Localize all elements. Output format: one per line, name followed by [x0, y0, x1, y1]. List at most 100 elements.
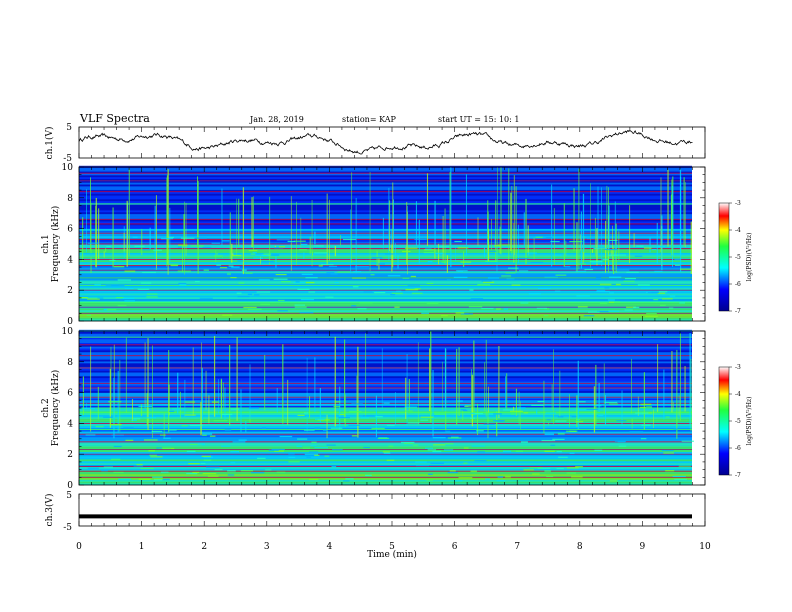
x-tick-label: 10 — [699, 542, 711, 552]
spectral-band — [79, 226, 692, 229]
speckle — [449, 470, 456, 472]
speckle — [370, 274, 375, 276]
spectral-band — [79, 175, 692, 178]
speckle — [247, 308, 262, 310]
speckle — [566, 472, 577, 474]
speckle — [375, 416, 383, 418]
spectral-band — [79, 180, 692, 183]
speckle — [325, 296, 334, 298]
speckle — [463, 462, 468, 464]
speckle — [201, 434, 207, 436]
speckle — [305, 277, 318, 279]
spectral-band — [79, 206, 692, 209]
speckle — [222, 314, 233, 316]
speckle — [454, 240, 462, 243]
speckle — [556, 467, 564, 470]
speckle — [323, 429, 328, 431]
speckle — [261, 261, 275, 263]
speckle — [658, 291, 668, 293]
speckle — [352, 286, 359, 288]
speckle — [294, 306, 307, 308]
y-tick-label: 2 — [67, 286, 73, 296]
y-tick-label: 2 — [67, 450, 73, 460]
speckle — [113, 471, 124, 473]
spectral-band — [79, 241, 692, 244]
speckle — [158, 447, 171, 449]
speckle — [184, 401, 196, 403]
speckle — [334, 281, 339, 284]
speckle — [641, 424, 651, 426]
spectral-band — [79, 274, 692, 277]
speckle — [213, 420, 228, 422]
speckle — [426, 479, 434, 481]
speckle — [458, 477, 473, 479]
spectral-band — [79, 309, 692, 313]
speckle — [432, 437, 446, 439]
speckle — [230, 408, 239, 410]
speckle — [584, 268, 593, 271]
speckle — [433, 444, 446, 446]
speckle — [136, 464, 143, 466]
speckle — [357, 308, 367, 310]
speckle — [441, 314, 448, 317]
speckle — [470, 417, 475, 419]
speckle — [247, 404, 253, 406]
speckle — [575, 270, 587, 272]
speckle — [178, 244, 188, 246]
speckle — [411, 292, 423, 294]
x-axis-label: Time (min) — [367, 549, 417, 560]
speckle — [523, 412, 529, 414]
speckle — [421, 312, 430, 314]
speckle — [596, 290, 610, 292]
speckle — [230, 462, 236, 464]
speckle — [203, 456, 213, 458]
speckle — [510, 410, 523, 412]
spectral-band — [79, 398, 692, 401]
speckle — [427, 449, 437, 451]
speckle — [679, 302, 685, 304]
speckle — [506, 278, 515, 280]
speckle — [673, 428, 678, 430]
speckle — [87, 298, 100, 300]
speckle — [211, 401, 219, 403]
spectral-band — [79, 353, 692, 356]
speckle — [288, 453, 295, 455]
speckle — [170, 264, 178, 267]
speckle — [308, 291, 316, 293]
speckle — [300, 243, 308, 246]
speckle — [607, 299, 615, 301]
speckle — [179, 284, 187, 286]
speckle — [310, 445, 317, 447]
speckle — [371, 427, 385, 430]
speckle — [656, 246, 666, 248]
speckle — [544, 433, 555, 435]
speckle — [352, 277, 367, 279]
speckle — [609, 480, 618, 482]
speckle — [275, 273, 287, 276]
speckle — [470, 412, 475, 414]
speckle — [544, 276, 558, 278]
speckle — [330, 427, 343, 429]
speckle — [149, 454, 158, 456]
speckle — [326, 272, 335, 274]
spectral-band — [79, 424, 692, 427]
speckle — [543, 314, 549, 317]
speckle — [230, 450, 240, 453]
speckle — [575, 466, 583, 468]
speckle — [550, 444, 556, 446]
colorbar-tick-label: -4 — [735, 391, 741, 398]
speckle — [111, 434, 124, 436]
speckle — [309, 451, 319, 453]
ch1-spectrogram-yticks: 0 2 4 6 8 10 — [62, 163, 705, 327]
speckle — [192, 471, 200, 474]
speckle — [424, 447, 434, 449]
speckle — [531, 404, 544, 406]
spectral-band — [79, 280, 692, 283]
speckle — [231, 254, 242, 257]
speckle — [276, 239, 290, 241]
spectral-band — [79, 372, 692, 375]
speckle — [302, 447, 311, 449]
speckle — [646, 313, 657, 315]
speckle — [255, 255, 268, 257]
speckle — [387, 275, 401, 277]
